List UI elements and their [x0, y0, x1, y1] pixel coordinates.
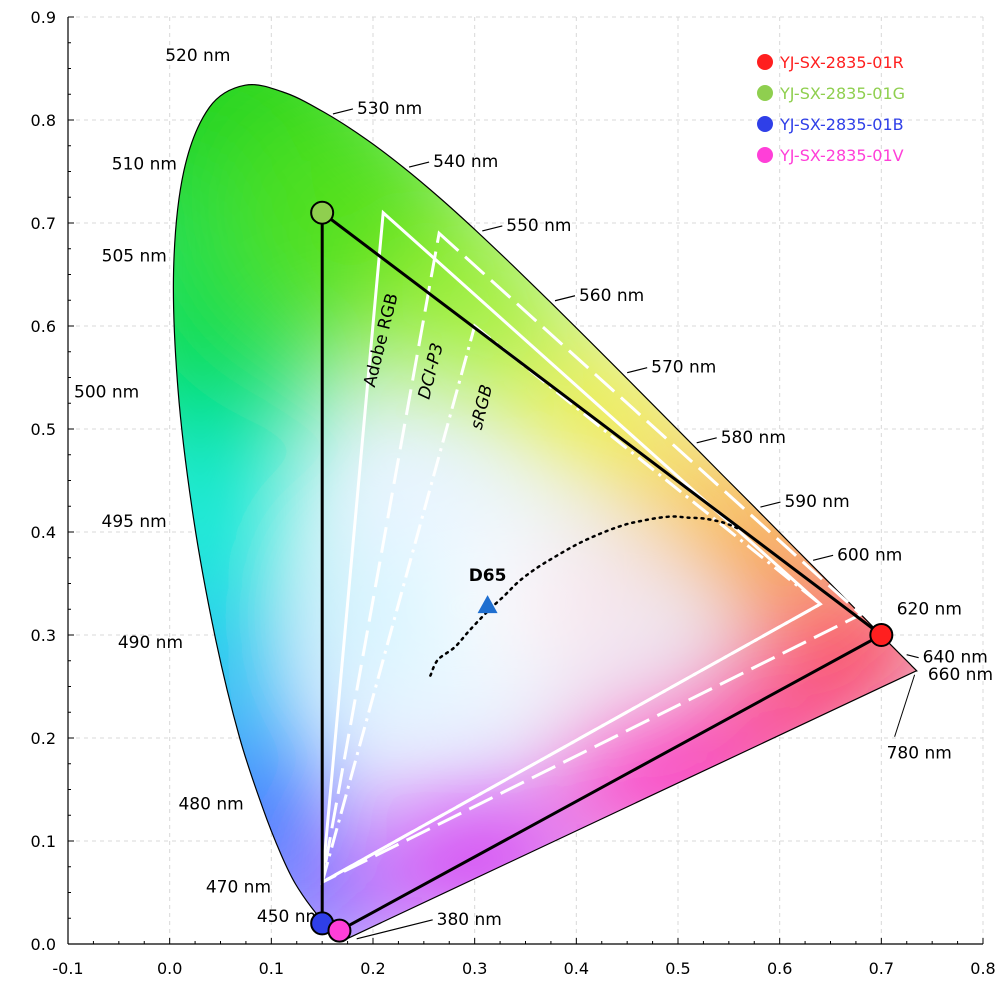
wavelength-label: 470 nm — [206, 877, 271, 897]
planckian-locus — [429, 515, 741, 677]
wavelength-label: 380 nm — [437, 910, 502, 930]
wavelength-label: 505 nm — [102, 247, 167, 267]
white-point: D65 — [469, 566, 507, 614]
spectral-locus-outline — [172, 84, 918, 940]
legend-marker — [757, 85, 773, 101]
led-point — [327, 918, 352, 943]
wavelength-label: 560 nm — [579, 286, 644, 306]
wavelength-label: 590 nm — [784, 492, 849, 512]
wavelength-label: 660 nm — [928, 665, 993, 685]
x-tick-label: 0.6 — [767, 959, 792, 978]
spectral-locus — [172, 84, 918, 940]
legend-label: YJ-SX-2835-01V — [779, 146, 904, 165]
wavelength-label: 450 nm — [257, 907, 322, 927]
wavelength-label: 480 nm — [178, 794, 243, 814]
wavelength-tick — [696, 437, 717, 444]
white-point-label: D65 — [469, 566, 507, 586]
x-tick-label: -0.1 — [52, 959, 83, 978]
axes: -0.1 0.0 0.1 0.2 0.3 0.4 0.5 0.6 0.7 0.8 0.0 0.1 0.2… — [31, 8, 996, 978]
x-tick-label: 0.1 — [259, 959, 284, 978]
legend-label: YJ-SX-2835-01B — [779, 115, 904, 134]
wavelength-tick — [356, 919, 433, 940]
wavelength-label: 540 nm — [433, 152, 498, 172]
y-tick-label: 0.8 — [31, 111, 56, 130]
color-fill-group — [173, 84, 917, 939]
wavelength-tick — [812, 554, 834, 561]
led-point — [869, 623, 894, 647]
wavelength-label: 600 nm — [837, 545, 902, 565]
x-tick-label: 0.4 — [564, 959, 589, 978]
x-tick-label: 0.2 — [360, 959, 385, 978]
wavelength-label: 530 nm — [357, 99, 422, 119]
gamut-dci-p3 — [320, 230, 864, 885]
wavelength-label: 495 nm — [102, 512, 167, 532]
led-points — [310, 200, 894, 943]
wavelength-label: 550 nm — [506, 216, 571, 236]
color-blob — [342, 552, 445, 677]
color-blob — [173, 408, 282, 656]
color-blob — [535, 552, 658, 656]
wavelength-label: 620 nm — [897, 599, 962, 619]
wavelength-tick — [554, 295, 576, 302]
y-tick-label: 0.4 — [31, 523, 56, 542]
legend-marker — [757, 54, 773, 70]
y-tick-label: 0.6 — [31, 317, 56, 336]
y-tick-label: 0.7 — [31, 214, 56, 233]
wavelength-label: 510 nm — [112, 154, 177, 174]
wavelength-label: 640 nm — [923, 648, 988, 668]
wavelength-tick — [482, 225, 503, 232]
y-tick-label: 0.3 — [31, 626, 56, 645]
wavelength-label: 780 nm — [887, 744, 952, 764]
led-point — [310, 200, 335, 225]
chromaticity-color-fill — [173, 84, 917, 939]
x-tick-label: 0.5 — [665, 959, 690, 978]
wavelength-label: 520 nm — [165, 46, 230, 66]
wavelength-tick — [760, 501, 781, 508]
y-tick-label: 0.2 — [31, 729, 56, 748]
wavelength-tick — [408, 161, 430, 168]
legend-marker — [757, 147, 773, 163]
gamut-srgb — [319, 323, 823, 886]
wavelength-labels: 380 nm 450 nm 470 nm 480 nm 490 nm 495 nm 500 … — [74, 46, 993, 940]
x-tick-label: 0.7 — [869, 959, 894, 978]
wavelength-label: 500 nm — [74, 382, 139, 402]
y-tick-label: 0.5 — [31, 420, 56, 439]
x-tick-label: 0.8 — [970, 959, 995, 978]
wavelength-label: 490 nm — [118, 633, 183, 653]
color-blur-group — [173, 84, 917, 939]
wavelength-tick — [894, 674, 916, 737]
wavelength-tick — [906, 654, 919, 659]
legend: YJ-SX-2835-01R YJ-SX-2835-01G YJ-SX-2835-0… — [757, 53, 905, 165]
color-blob — [173, 593, 282, 759]
white-point-marker — [477, 595, 498, 614]
y-tick-label: 0.1 — [31, 832, 56, 851]
wavelength-label: 580 nm — [721, 428, 786, 448]
wavelength-label: 570 nm — [651, 358, 716, 378]
legend-label: YJ-SX-2835-01G — [779, 84, 905, 103]
wavelength-tick — [627, 367, 648, 374]
x-tick-label: 0.0 — [157, 959, 182, 978]
wavelength-tick — [332, 108, 354, 115]
y-tick-label: 0.9 — [31, 8, 56, 27]
legend-marker — [757, 116, 773, 132]
y-tick-label: 0.0 — [31, 935, 56, 954]
x-tick-label: 0.3 — [462, 959, 487, 978]
legend-label: YJ-SX-2835-01R — [779, 53, 904, 72]
planckian-locus-line — [429, 515, 741, 677]
